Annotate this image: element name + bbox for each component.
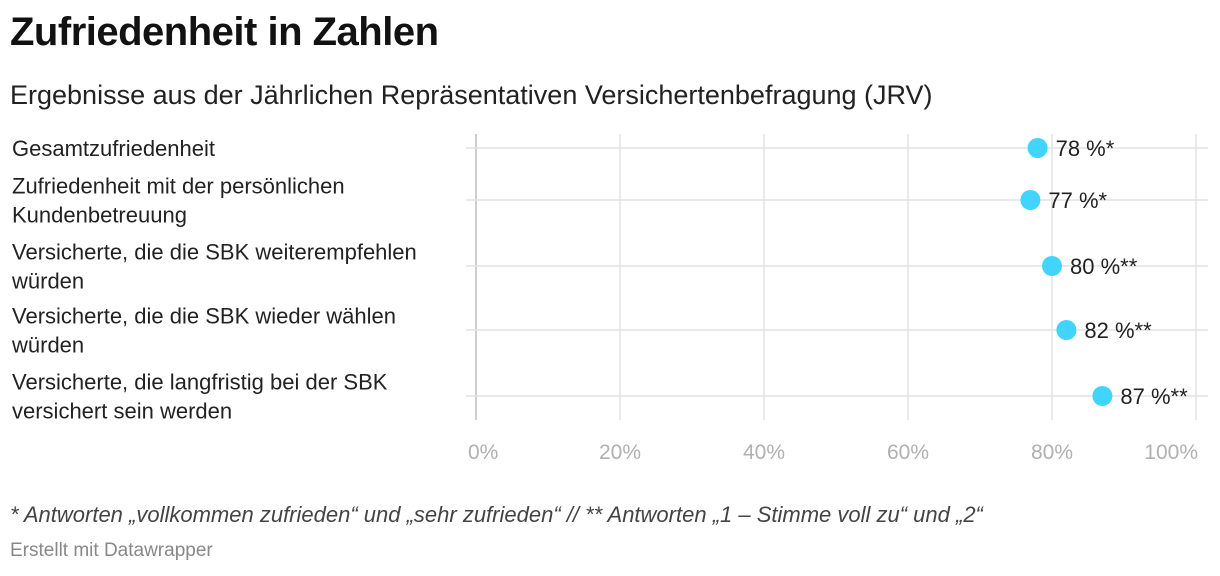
x-tick-label: 60% [887, 441, 929, 464]
category-label: versichert sein werden [12, 399, 232, 424]
grid-lines [475, 134, 1197, 420]
data-dots: 78 %* 77 %* 80 %** 82 %** 87 %** [1020, 136, 1188, 409]
category-label: würden [11, 333, 84, 358]
source-credit: Erstellt mit Datawrapper [10, 540, 213, 561]
dot-plot: Gesamtzufriedenheit Zufriedenheit mit der… [11, 134, 1208, 464]
category-label: Gesamtzufriedenheit [12, 136, 215, 161]
category-label: Versicherte, die langfristig bei der SBK [12, 370, 388, 395]
x-axis-ticks: 0% 20% 40% 60% 80% 100% [468, 441, 1198, 464]
chart-title: Zufriedenheit in Zahlen [10, 10, 439, 54]
category-label: Kundenbetreuung [12, 203, 187, 228]
x-tick-label: 20% [599, 441, 641, 464]
x-tick-label: 0% [468, 441, 498, 464]
category-labels: Gesamtzufriedenheit Zufriedenheit mit der… [11, 136, 417, 424]
chart-subtitle: Ergebnisse aus der Jährlichen Repräsenta… [10, 80, 933, 110]
category-label: würden [11, 269, 84, 294]
category-label: Zufriedenheit mit der persönlichen [12, 174, 345, 199]
data-dot [1020, 190, 1041, 210]
footnote: * Antworten „vollkommen zufrieden“ und „… [10, 502, 983, 527]
data-dot [1027, 138, 1048, 158]
value-label: 80 %** [1070, 254, 1138, 279]
row-lines [466, 147, 1208, 397]
value-label: 82 %** [1084, 318, 1152, 343]
x-tick-label: 80% [1031, 441, 1073, 464]
x-tick-label: 40% [743, 441, 785, 464]
category-label: Versicherte, die die SBK wieder wählen [12, 304, 396, 329]
category-label: Versicherte, die die SBK weiterempfehlen [12, 240, 417, 265]
value-label: 77 %* [1048, 188, 1107, 213]
x-tick-label: 100% [1144, 441, 1198, 464]
value-label: 78 %* [1056, 136, 1115, 161]
data-dot [1056, 320, 1077, 340]
value-label: 87 %** [1120, 384, 1188, 409]
data-dot [1092, 386, 1113, 406]
data-dot [1042, 256, 1062, 276]
